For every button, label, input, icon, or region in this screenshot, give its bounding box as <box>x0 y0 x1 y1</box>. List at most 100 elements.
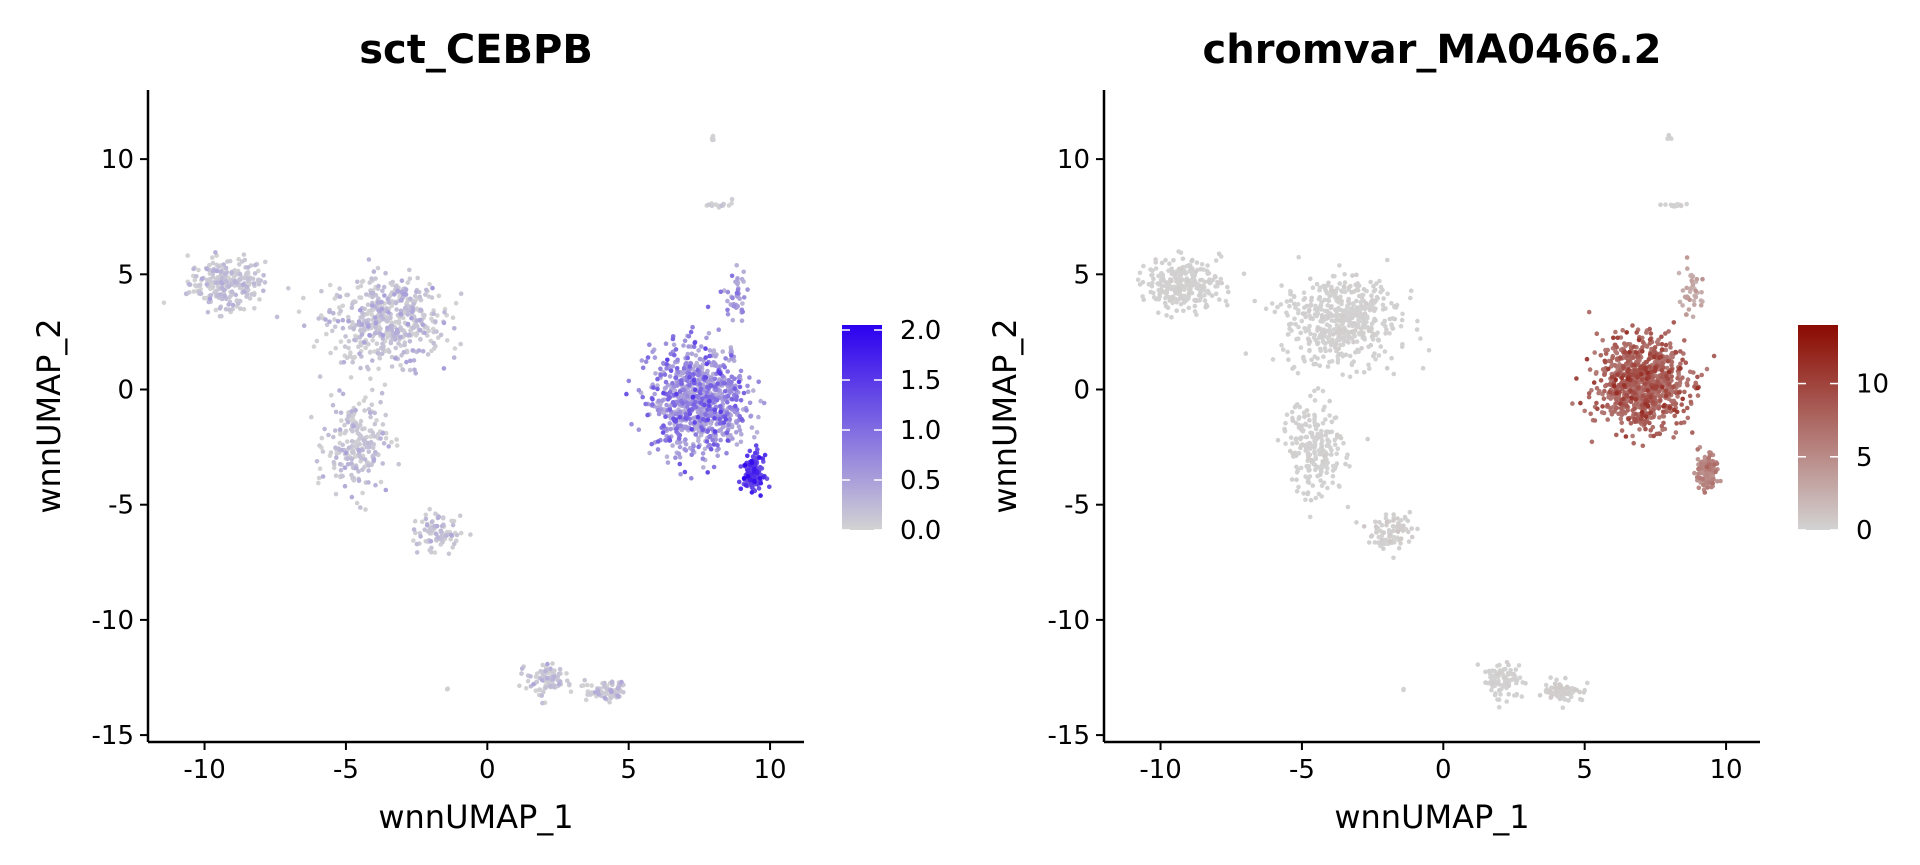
data-point-K <box>1548 675 1553 680</box>
data-point-D <box>1366 540 1372 545</box>
data-point-C <box>362 408 367 413</box>
data-point-B <box>1377 278 1382 284</box>
data-point-E <box>708 446 714 452</box>
data-point-A <box>1159 260 1165 266</box>
data-point-B <box>1371 283 1376 289</box>
data-point-C <box>1313 467 1318 473</box>
data-point-D <box>1373 519 1378 525</box>
data-point-J <box>565 678 570 683</box>
data-point-E <box>1639 402 1645 408</box>
data-point-G <box>1690 274 1696 279</box>
data-point-E <box>1629 395 1634 401</box>
data-point-B <box>1343 352 1349 358</box>
data-point-D <box>420 519 425 525</box>
data-point-E <box>745 383 750 389</box>
data-point-B <box>1354 369 1359 375</box>
data-point-C <box>1314 436 1320 442</box>
data-point-B <box>381 284 387 290</box>
data-point-E <box>1615 372 1620 377</box>
data-point-E <box>1574 376 1579 381</box>
data-point-B <box>434 329 439 334</box>
data-point-A <box>256 281 262 287</box>
data-point-G <box>1686 307 1692 312</box>
data-point-B <box>1328 343 1334 348</box>
data-point-A <box>1169 315 1174 320</box>
data-point-C <box>374 418 379 423</box>
data-point-B <box>352 337 357 343</box>
data-point-E <box>1617 355 1623 360</box>
data-point-C <box>1324 443 1330 449</box>
data-point-E <box>691 415 696 421</box>
data-point-B <box>407 367 413 373</box>
x-tick-label: -10 <box>183 755 225 785</box>
data-point-G <box>740 309 745 315</box>
data-point-E <box>624 391 629 397</box>
data-point-E <box>1647 351 1653 357</box>
data-point-C <box>349 472 354 478</box>
data-point-D <box>440 515 446 520</box>
data-point-F <box>749 460 755 466</box>
data-point-H <box>1678 203 1684 209</box>
data-point-B <box>1286 357 1291 363</box>
data-point-B <box>417 317 423 323</box>
data-point-E <box>1600 338 1605 343</box>
data-point-A <box>1202 279 1208 285</box>
data-point-J <box>1504 660 1510 665</box>
data-point-E <box>753 443 759 448</box>
data-point-D <box>422 527 428 532</box>
data-point-E <box>668 368 674 374</box>
data-point-B <box>1420 365 1426 371</box>
data-point-E <box>1680 375 1685 381</box>
data-point-B <box>1339 298 1344 304</box>
data-point-K <box>1561 687 1566 692</box>
data-point-B <box>1279 283 1284 288</box>
data-point-E <box>683 411 689 417</box>
data-point-C <box>1329 419 1335 425</box>
data-point-B <box>1346 301 1352 306</box>
data-point-E <box>1648 410 1653 416</box>
data-point-E <box>708 383 714 388</box>
data-point-E <box>727 404 733 410</box>
chart-panel-1: sct_CEBPB-10 -5 0 5 10-15-10-50510wnnUMAP_1w… <box>30 27 941 836</box>
data-point-E <box>1663 331 1668 336</box>
data-point-E <box>700 417 706 422</box>
data-point-E <box>1594 385 1600 391</box>
data-point-B <box>1315 341 1320 346</box>
data-point-B <box>1354 272 1359 278</box>
data-point-B <box>1350 273 1355 278</box>
data-point-G <box>735 304 740 309</box>
data-point-E <box>705 304 711 310</box>
data-point-G <box>735 276 740 281</box>
data-point-A <box>1151 276 1156 282</box>
data-point-E <box>1643 365 1648 371</box>
data-point-E <box>1658 398 1663 403</box>
data-point-B <box>1301 290 1307 296</box>
data-point-J <box>567 681 572 687</box>
data-point-A <box>238 277 243 282</box>
data-point-B <box>1355 324 1360 330</box>
data-point-K <box>1543 682 1549 688</box>
data-point-C <box>1327 413 1332 418</box>
data-point-B <box>337 305 342 310</box>
data-point-C <box>1318 472 1323 478</box>
data-point-E <box>1648 395 1653 400</box>
data-point-B <box>1374 294 1380 300</box>
data-point-E <box>692 420 697 425</box>
data-point-D <box>433 511 438 516</box>
data-point-K <box>609 689 614 694</box>
data-point-B <box>1322 297 1327 303</box>
data-point-C <box>331 465 337 471</box>
data-point-A <box>1153 260 1158 265</box>
data-point-E <box>677 440 683 445</box>
data-point-G <box>1684 255 1690 260</box>
data-point-C <box>320 474 326 479</box>
data-point-B <box>422 312 427 318</box>
data-point-E <box>1587 367 1593 372</box>
data-point-J <box>1514 693 1519 698</box>
data-point-B <box>1346 296 1351 302</box>
y-tick-label: -10 <box>1048 606 1090 636</box>
data-point-C <box>1312 398 1318 403</box>
data-point-C <box>378 479 384 485</box>
data-point-E <box>658 366 663 372</box>
data-point-C <box>1321 480 1327 486</box>
